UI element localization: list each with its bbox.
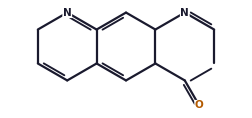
Text: O: O (195, 100, 204, 110)
Text: N: N (63, 8, 72, 18)
Text: N: N (180, 8, 189, 18)
